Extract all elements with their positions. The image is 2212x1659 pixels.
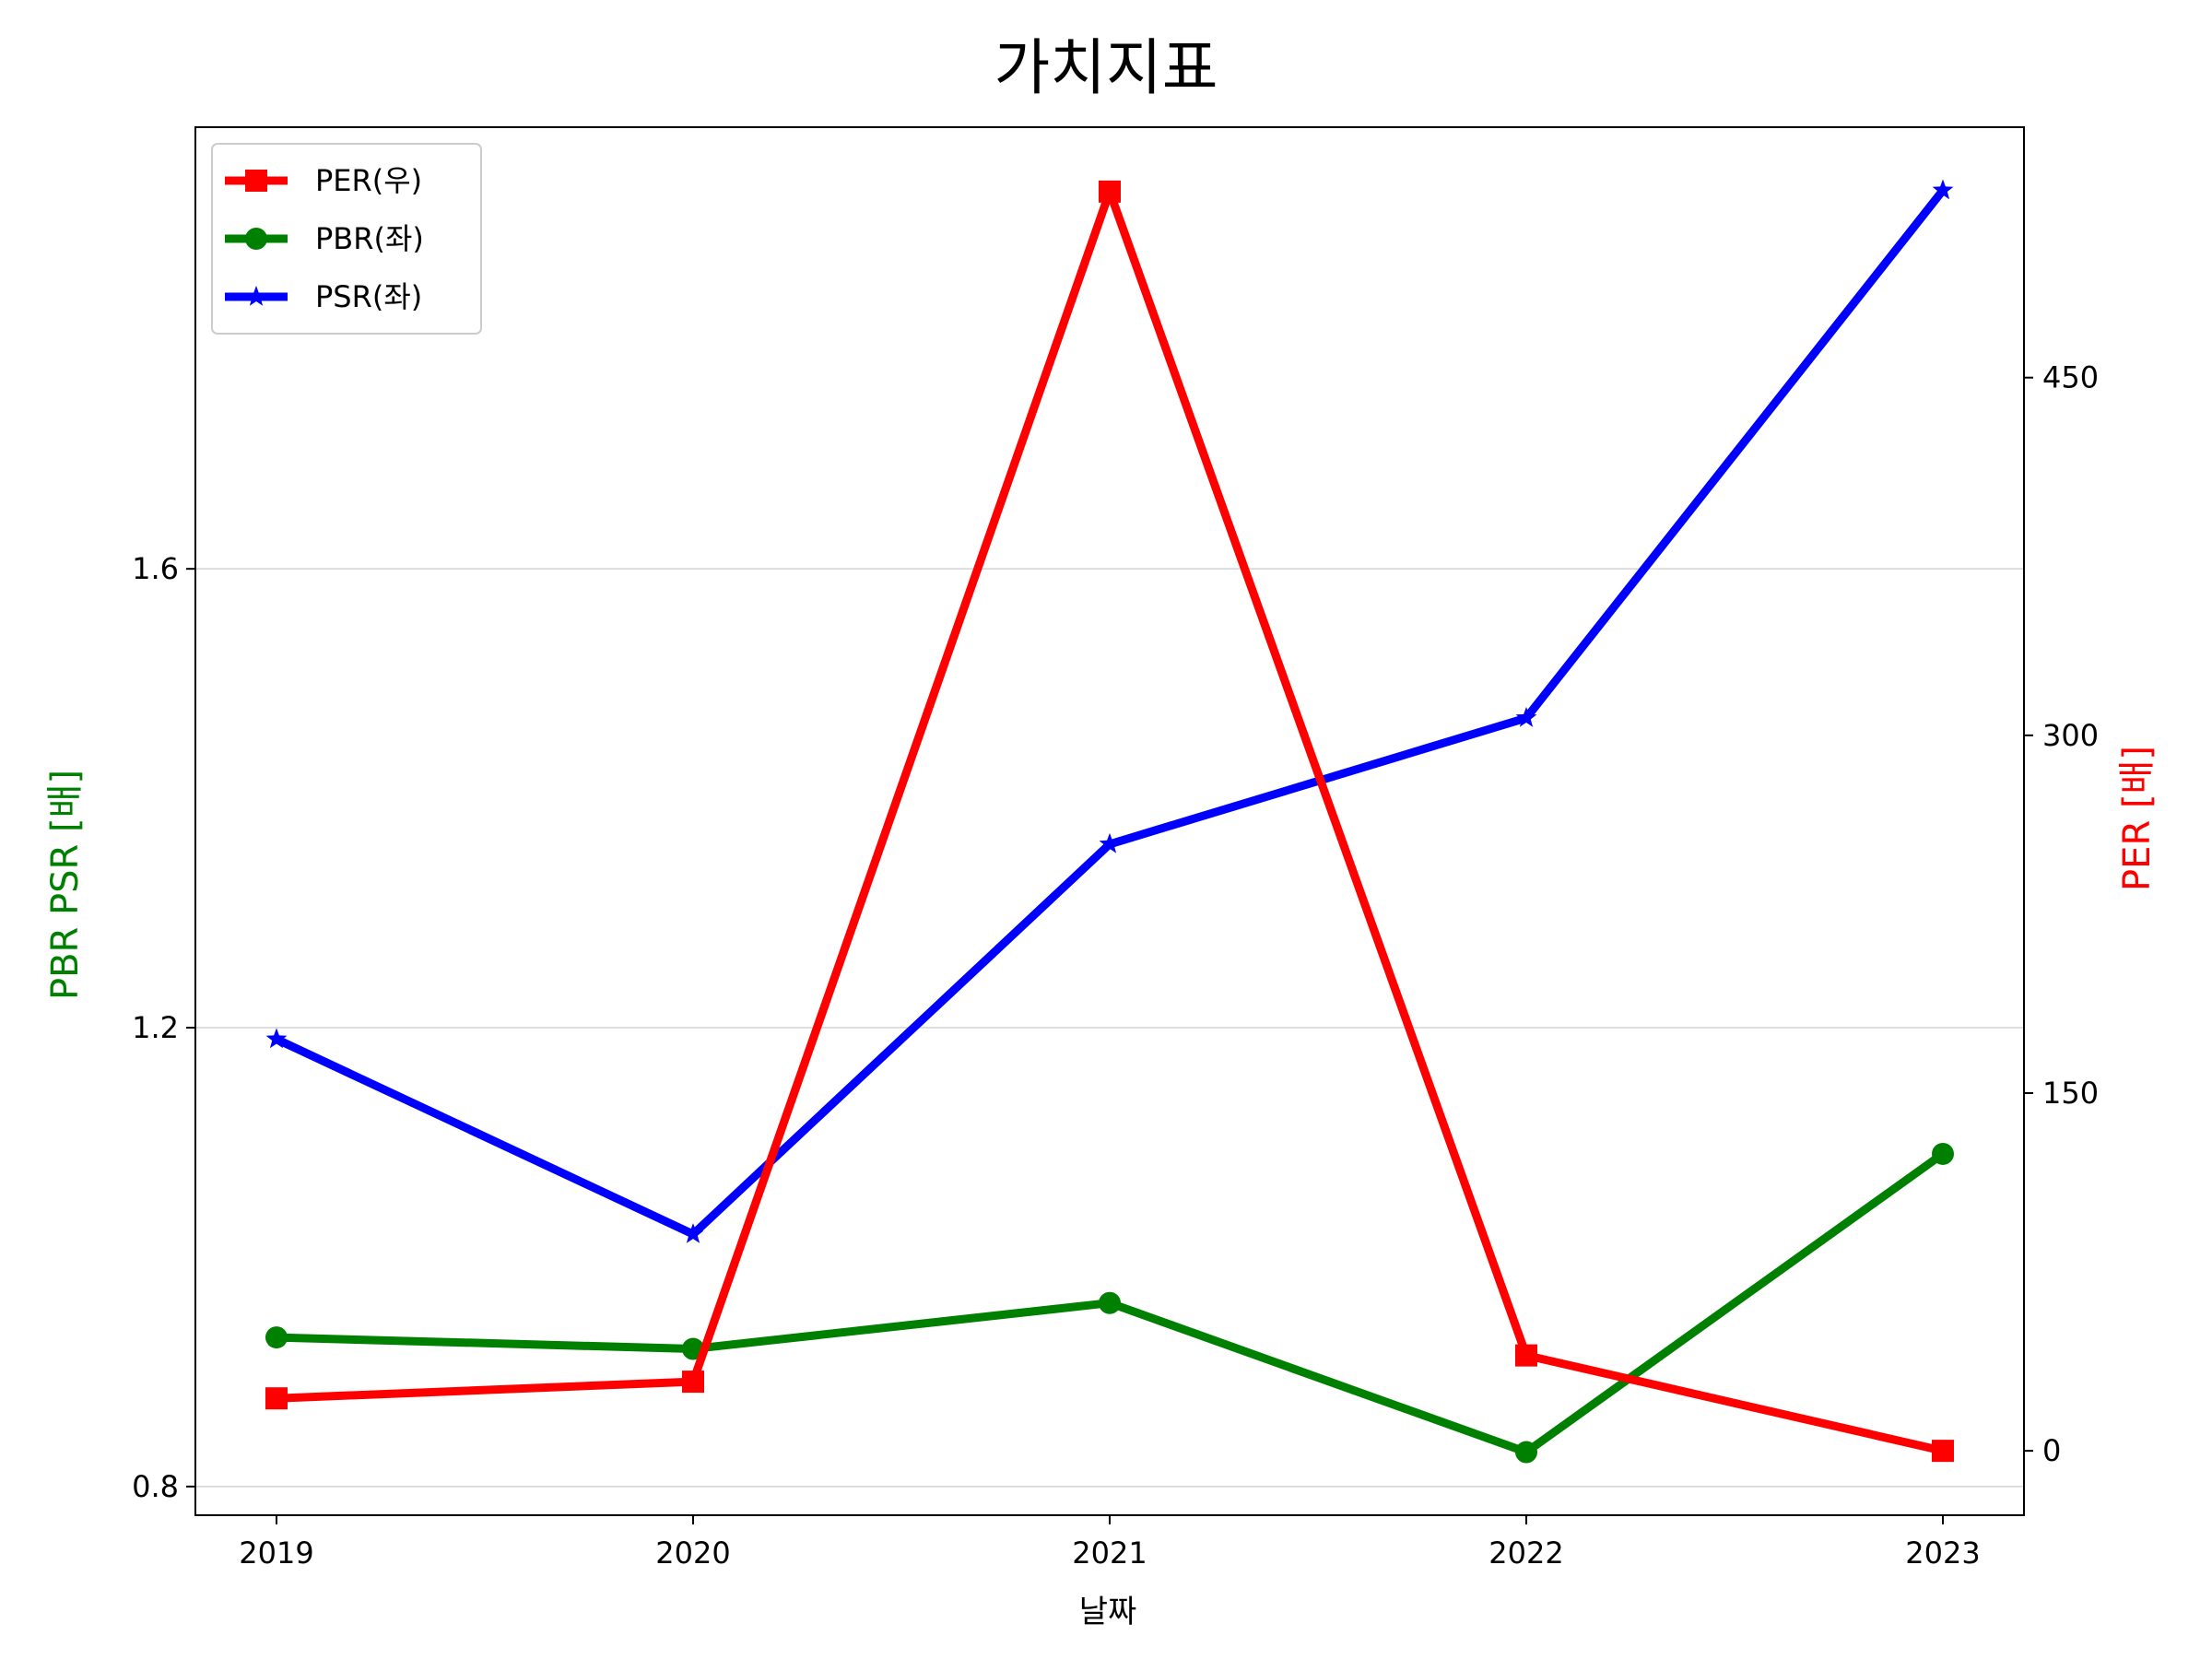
legend: PER(우) PBR(좌) PSR(좌)	[211, 143, 482, 335]
right-y-tick-label: 450	[2042, 360, 2099, 395]
right-y-tick-label: 300	[2042, 718, 2099, 753]
legend-per-label: PER(우)	[315, 163, 422, 198]
psr-data-point	[1515, 707, 1537, 727]
series-layer	[265, 179, 1954, 1464]
left-y-axis-label: PBR PSR [배]	[44, 770, 87, 1000]
legend-psr-marker	[245, 286, 267, 306]
legend-psr-label: PSR(좌)	[315, 279, 422, 314]
grid-layer	[195, 568, 2024, 1488]
per-data-point	[1932, 1440, 1954, 1463]
per-series-line	[272, 187, 1947, 1455]
left-y-tick-label: 1.6	[132, 551, 179, 586]
chart-title: 가치지표	[994, 32, 1218, 103]
x-tick-label: 2023	[1905, 1535, 1980, 1571]
legend-per-marker	[245, 170, 267, 192]
per-data-point	[1515, 1344, 1537, 1367]
psr-data-point	[1932, 179, 1954, 200]
x-tick-label: 2020	[655, 1535, 730, 1571]
pbr-data-point	[265, 1326, 288, 1349]
right-y-tick-label: 0	[2042, 1433, 2061, 1468]
axes-layer: 0.8 1.2 1.6 0 150 300 450 2019 2020 2021 2022 2023	[132, 126, 2099, 1571]
per-data-point	[682, 1371, 704, 1394]
x-tick-label: 2019	[239, 1535, 313, 1571]
per-data-point	[1099, 180, 1121, 203]
psr-data-point	[1099, 832, 1121, 853]
pbr-data-point	[1515, 1441, 1537, 1464]
legend-frame	[211, 143, 482, 335]
left-y-tick-label: 0.8	[132, 1469, 179, 1504]
psr-data-point	[682, 1223, 704, 1243]
x-tick-label: 2022	[1488, 1535, 1563, 1571]
legend-pbr-label: PBR(좌)	[315, 221, 424, 256]
right-y-axis-label: PER [배]	[2116, 746, 2159, 891]
psr-data-point	[265, 1028, 288, 1049]
x-tick-label: 2021	[1072, 1535, 1147, 1571]
pbr-data-point	[1932, 1142, 1954, 1165]
right-y-tick-label: 150	[2042, 1076, 2099, 1111]
pbr-data-point	[1099, 1291, 1121, 1314]
left-y-tick-label: 1.2	[132, 1010, 179, 1045]
per-data-point	[265, 1387, 288, 1410]
x-axis-label: 날짜	[1079, 1594, 1137, 1630]
psr-series-line	[272, 186, 1947, 1239]
legend-pbr-marker	[245, 228, 267, 250]
